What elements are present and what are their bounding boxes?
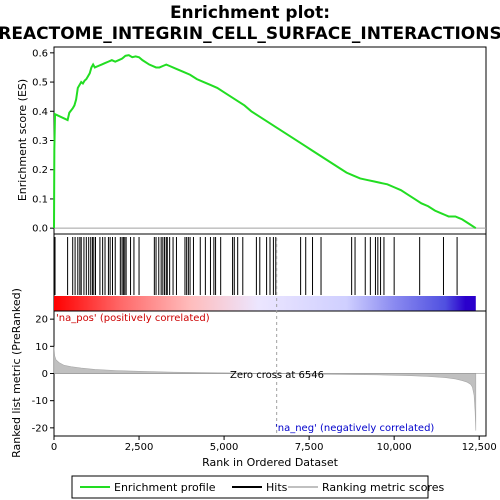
legend-metric-label: Ranking metric scores: [322, 481, 444, 494]
metric-panel: 20 10 0 -10 -20 'na_pos' (positively correla…: [32, 238, 487, 437]
es-y-axis-label: Enrichment score (ES): [16, 79, 29, 201]
x-tick-label: 0: [51, 442, 57, 453]
es-y-tick-label: 0.2: [32, 165, 48, 176]
x-tick-label: 12,500: [462, 442, 497, 453]
rank-color-bar: [54, 296, 476, 311]
zero-cross-label: Zero cross at 6546: [230, 370, 324, 381]
metric-y-tick-label: 0: [42, 369, 48, 380]
metric-y-tick-label: 20: [35, 315, 48, 326]
metric-y-tick-label: 10: [35, 342, 48, 353]
es-panel-frame: [53, 46, 487, 235]
rank-color-bar-fill: [54, 296, 476, 311]
negative-label: 'na_neg' (negatively correlated): [275, 423, 434, 434]
legend-hits-label: Hits: [266, 481, 288, 494]
metric-y-tick-label: -20: [32, 423, 48, 434]
legend: Enrichment profile Hits Ranking metric s…: [71, 475, 444, 499]
es-y-tick-label: 0.4: [32, 107, 48, 118]
metric-y-axis: 20 10 0 -10 -20: [32, 315, 54, 434]
es-y-tick-label: 0.1: [32, 194, 48, 205]
x-tick-label: 10,000: [377, 442, 412, 453]
es-curve: [53, 54, 477, 230]
es-y-tick-label: 0.3: [32, 136, 48, 147]
metric-y-axis-label: Ranked list metric (PreRanked): [10, 288, 23, 458]
ranking-metric-area: [53, 346, 486, 431]
x-tick-label: 2,500: [125, 442, 154, 453]
x-tick-label: 5,000: [210, 442, 239, 453]
es-panel: 0.0 0.1 0.2 0.3 0.4 0.5 0.6: [32, 46, 487, 235]
es-y-tick-label: 0.0: [32, 224, 48, 235]
chart-title-line2: REACTOME_INTEGRIN_CELL_SURFACE_INTERACTI…: [0, 24, 500, 44]
legend-enrichment-label: Enrichment profile: [114, 481, 216, 494]
es-y-tick-label: 0.5: [32, 78, 48, 89]
ranking-metric-fill: [53, 346, 477, 431]
es-y-axis: 0.0 0.1 0.2 0.3 0.4 0.5 0.6: [32, 48, 54, 235]
enrichment-profile-line: [53, 54, 477, 230]
hits-panel: [53, 233, 487, 312]
x-axis: 0 2,500 5,000 7,500 10,000 12,500: [51, 436, 497, 453]
hit-marks: [54, 237, 458, 295]
x-axis-label: Rank in Ordered Dataset: [202, 456, 339, 469]
x-tick-label: 7,500: [295, 442, 324, 453]
es-y-tick-label: 0.6: [32, 48, 48, 59]
chart-title-line1: Enrichment plot:: [170, 3, 330, 23]
metric-y-tick-label: -10: [32, 396, 48, 407]
positive-label: 'na_pos' (positively correlated): [56, 313, 210, 324]
